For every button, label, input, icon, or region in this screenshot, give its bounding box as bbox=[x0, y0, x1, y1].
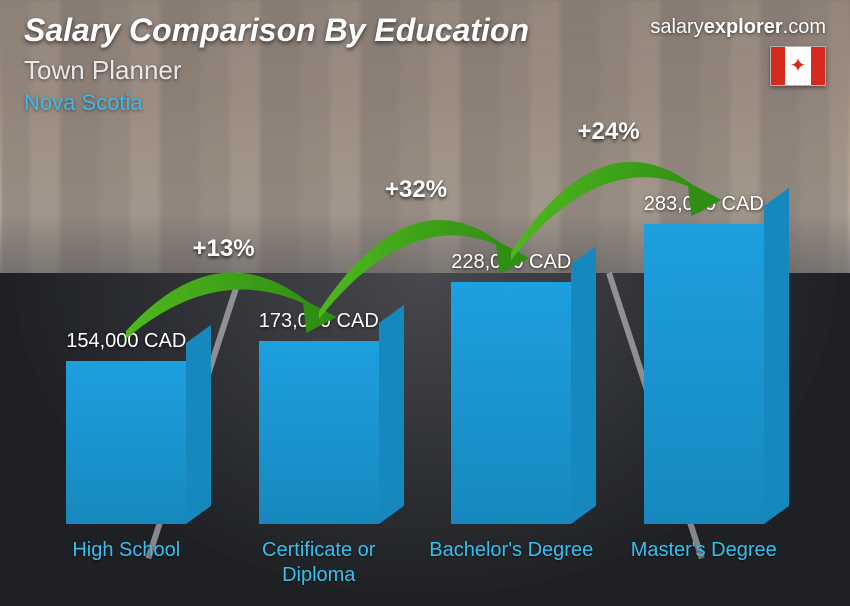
bar-value-label: 173,000 CAD bbox=[259, 310, 379, 333]
bar-side-face bbox=[571, 246, 596, 524]
title-block: Salary Comparison By Education Town Plan… bbox=[24, 12, 529, 116]
bar-value-label: 154,000 CAD bbox=[66, 330, 186, 353]
bar-front-face bbox=[259, 341, 379, 524]
bar-3d bbox=[66, 361, 186, 524]
bar-category-label: Certificate or Diploma bbox=[234, 538, 403, 588]
flag-center: ✦ bbox=[785, 47, 811, 85]
bar-category-label: Master's Degree bbox=[631, 538, 777, 588]
brand-text-bold: explorer bbox=[704, 16, 783, 38]
bar-front-face bbox=[644, 224, 764, 524]
bar-3d bbox=[259, 341, 379, 524]
bar-group: 228,000 CAD Bachelor's Degree bbox=[427, 251, 596, 588]
bar-front-face bbox=[66, 361, 186, 524]
chart-title: Salary Comparison By Education bbox=[24, 12, 529, 49]
flag-stripe-right bbox=[811, 47, 825, 85]
bar-side-face bbox=[764, 188, 789, 524]
bar-chart: 154,000 CAD High School 173,000 CAD Certifi… bbox=[30, 150, 800, 588]
brand-text-suffix: .com bbox=[783, 16, 826, 38]
bar-group: 173,000 CAD Certificate or Diploma bbox=[234, 310, 403, 588]
bar-group: 154,000 CAD High School bbox=[42, 330, 211, 588]
maple-leaf-icon: ✦ bbox=[790, 56, 807, 76]
bar-category-label: High School bbox=[72, 538, 180, 588]
chart-region: Nova Scotia bbox=[24, 90, 529, 116]
bar-3d bbox=[644, 224, 764, 524]
flag-canada-icon: ✦ bbox=[770, 46, 826, 86]
brand-text-plain: salary bbox=[650, 16, 703, 38]
bar-side-face bbox=[186, 325, 211, 524]
chart-container: Salary Comparison By Education Town Plan… bbox=[0, 0, 850, 606]
bar-side-face bbox=[379, 305, 404, 524]
increment-label: +24% bbox=[577, 118, 639, 146]
bar-category-label: Bachelor's Degree bbox=[429, 538, 593, 588]
bar-3d bbox=[451, 282, 571, 524]
bar-value-label: 228,000 CAD bbox=[451, 251, 571, 274]
brand-logo: salaryexplorer.com bbox=[650, 16, 826, 39]
bar-front-face bbox=[451, 282, 571, 524]
bar-group: 283,000 CAD Master's Degree bbox=[619, 193, 788, 588]
bar-value-label: 283,000 CAD bbox=[644, 193, 764, 216]
flag-stripe-left bbox=[771, 47, 785, 85]
chart-subtitle: Town Planner bbox=[24, 55, 529, 86]
